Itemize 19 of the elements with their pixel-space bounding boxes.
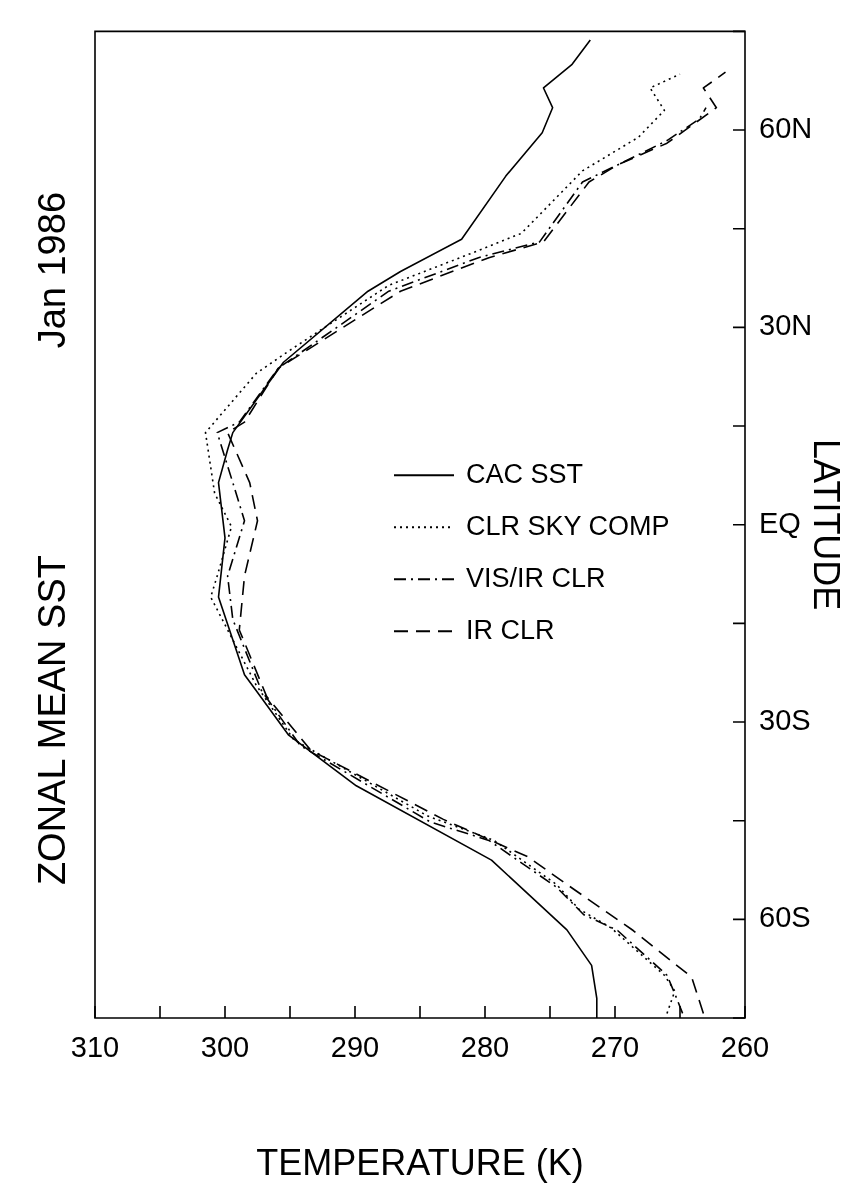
x-tick-label: 300: [200, 1031, 250, 1064]
y-tick-label: 30S: [759, 704, 811, 737]
x-tick-label: 260: [720, 1031, 770, 1064]
legend-label: CAC SST: [466, 458, 584, 489]
text: ZONAL MEAN SST: [31, 555, 74, 886]
legend-label: CLR SKY COMP: [466, 510, 670, 541]
x-tick-label: 280: [460, 1031, 510, 1064]
x-tick-label: 310: [70, 1031, 120, 1064]
y-tick-label: 60S: [759, 901, 811, 934]
x-tick-label: 290: [330, 1031, 380, 1064]
legend-label: IR CLR: [466, 614, 555, 645]
y-tick-label: 60N: [759, 112, 813, 145]
y-axis-title: LATITUDE: [806, 439, 848, 611]
text: Jan 1986: [31, 191, 74, 349]
y-tick-label: 30N: [759, 309, 813, 342]
y-tick-label: EQ: [759, 506, 801, 539]
x-tick-label: 270: [590, 1031, 640, 1064]
x-axis-title: TEMPERATURE (K): [256, 1142, 584, 1184]
legend-label: VIS/IR CLR: [466, 562, 606, 593]
